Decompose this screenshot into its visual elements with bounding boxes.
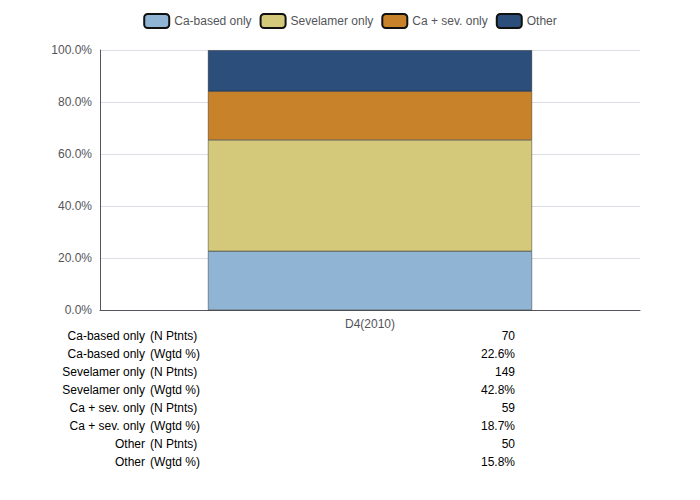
- svg-text:Ca + sev. only: Ca + sev. only: [70, 419, 145, 433]
- svg-text:(N Ptnts): (N Ptnts): [150, 329, 197, 343]
- svg-text:18.7%: 18.7%: [481, 419, 515, 433]
- svg-text:Other: Other: [115, 455, 145, 469]
- svg-text:Other: Other: [115, 437, 145, 451]
- svg-text:D4(2010): D4(2010): [345, 317, 395, 331]
- svg-text:Ca + sev. only: Ca + sev. only: [412, 14, 487, 28]
- svg-text:(Wgtd %): (Wgtd %): [150, 419, 200, 433]
- svg-text:70: 70: [502, 329, 516, 343]
- svg-text:Ca-based only: Ca-based only: [68, 347, 145, 361]
- svg-text:(N Ptnts): (N Ptnts): [150, 401, 197, 415]
- svg-text:100.0%: 100.0%: [51, 43, 92, 57]
- svg-text:(Wgtd %): (Wgtd %): [150, 455, 200, 469]
- svg-text:(N Ptnts): (N Ptnts): [150, 365, 197, 379]
- svg-text:60.0%: 60.0%: [58, 147, 92, 161]
- svg-text:80.0%: 80.0%: [58, 95, 92, 109]
- svg-text:(N Ptnts): (N Ptnts): [150, 437, 197, 451]
- svg-text:Sevelamer only: Sevelamer only: [62, 383, 145, 397]
- svg-text:(Wgtd %): (Wgtd %): [150, 347, 200, 361]
- svg-text:15.8%: 15.8%: [481, 455, 515, 469]
- svg-text:50: 50: [502, 437, 516, 451]
- svg-text:Sevelamer only: Sevelamer only: [291, 14, 374, 28]
- svg-text:Sevelamer only: Sevelamer only: [62, 365, 145, 379]
- svg-text:(Wgtd %): (Wgtd %): [150, 383, 200, 397]
- svg-text:Other: Other: [527, 14, 557, 28]
- svg-text:Ca-based only: Ca-based only: [68, 329, 145, 343]
- svg-text:Ca + sev. only: Ca + sev. only: [70, 401, 145, 415]
- svg-text:0.0%: 0.0%: [65, 303, 93, 317]
- svg-text:59: 59: [502, 401, 516, 415]
- svg-text:22.6%: 22.6%: [481, 347, 515, 361]
- svg-text:40.0%: 40.0%: [58, 199, 92, 213]
- svg-text:42.8%: 42.8%: [481, 383, 515, 397]
- svg-text:Ca-based only: Ca-based only: [174, 14, 251, 28]
- svg-text:149: 149: [495, 365, 515, 379]
- svg-text:20.0%: 20.0%: [58, 251, 92, 265]
